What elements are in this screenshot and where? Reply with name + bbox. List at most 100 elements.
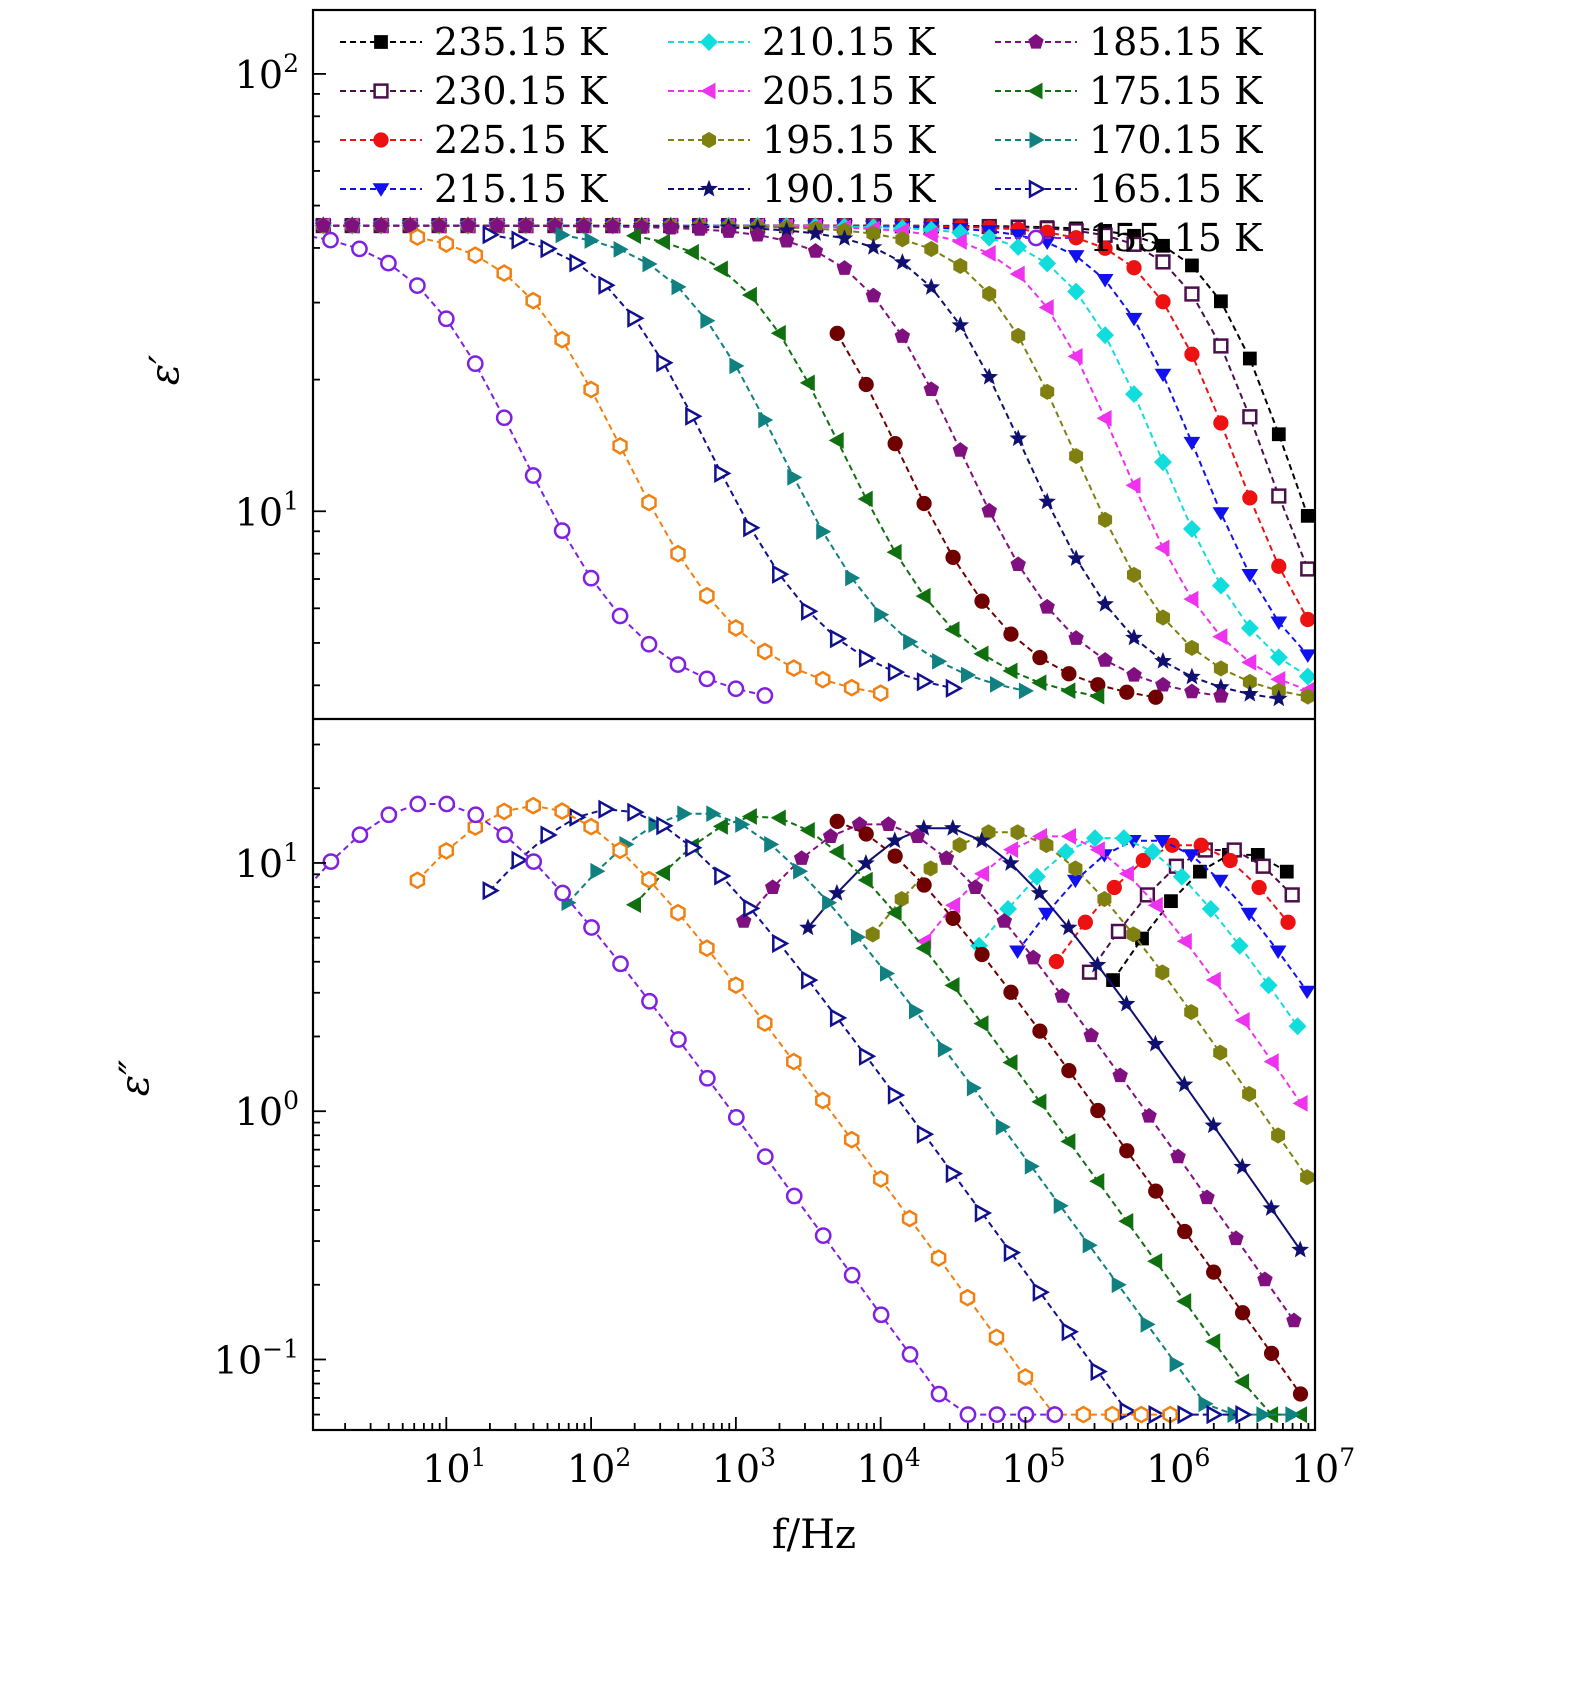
data-point <box>1089 687 1105 705</box>
data-point <box>1148 1183 1164 1199</box>
data-point <box>671 278 687 296</box>
data-point <box>1251 879 1267 896</box>
data-point <box>872 684 889 703</box>
epsilon-prime-panel <box>313 216 1315 707</box>
data-point <box>482 225 500 245</box>
data-point <box>315 217 331 233</box>
data-point <box>901 1209 918 1228</box>
data-point <box>1212 507 1230 521</box>
data-point <box>1212 628 1228 645</box>
data-point <box>1184 683 1200 699</box>
data-point <box>772 933 790 954</box>
series-line <box>836 820 1302 1395</box>
data-point <box>887 662 906 682</box>
data-point <box>612 841 628 860</box>
data-point <box>1119 1143 1135 1159</box>
data-point <box>858 648 877 668</box>
data-point <box>1059 918 1078 936</box>
data-point <box>757 642 773 661</box>
data-point <box>1090 1361 1108 1382</box>
data-point <box>1025 949 1041 965</box>
data-point <box>916 672 935 692</box>
data-point <box>466 355 484 373</box>
data-point <box>583 817 599 836</box>
data-point <box>799 374 815 392</box>
data-point <box>670 544 686 563</box>
data-point <box>663 219 679 235</box>
data-point <box>1009 237 1028 256</box>
data-point <box>1060 828 1076 845</box>
data-point <box>699 939 715 958</box>
data-point <box>944 621 960 638</box>
data-point <box>1143 842 1162 861</box>
data-point <box>930 1385 948 1403</box>
data-point <box>815 670 831 689</box>
data-point <box>402 217 418 233</box>
data-point <box>851 928 867 946</box>
data-point <box>677 805 693 823</box>
data-point <box>1038 492 1056 510</box>
series-eps-prime-170-15 <box>555 226 1034 700</box>
data-point <box>916 495 932 512</box>
data-point <box>1061 666 1077 682</box>
data-point <box>1147 896 1163 914</box>
data-point <box>778 232 795 248</box>
data-point <box>489 217 505 233</box>
data-point <box>903 633 919 651</box>
data-point <box>1242 351 1257 366</box>
data-point <box>793 850 810 865</box>
data-point <box>714 463 732 484</box>
data-point <box>974 1203 993 1223</box>
data-point <box>1284 887 1300 903</box>
data-point <box>922 278 941 295</box>
data-point <box>612 955 629 973</box>
data-point <box>1126 236 1142 252</box>
series-eps-prime-180-15 <box>829 325 1164 705</box>
series-eps-prime-175-15 <box>625 227 1105 705</box>
data-point <box>1182 519 1201 538</box>
data-point <box>1213 660 1228 677</box>
data-point <box>351 826 369 844</box>
data-point <box>1172 867 1191 886</box>
data-point <box>785 1187 803 1205</box>
data-point <box>1300 1169 1314 1186</box>
data-point <box>945 910 961 927</box>
data-point <box>409 228 426 247</box>
data-point <box>828 883 846 901</box>
data-point <box>1242 1085 1257 1102</box>
legend-label: 155.15 K <box>1089 216 1263 260</box>
data-point <box>916 877 932 893</box>
data-point <box>764 836 780 853</box>
data-point <box>1270 670 1286 688</box>
data-point <box>822 828 839 843</box>
series-line <box>1055 844 1289 963</box>
data-point <box>569 807 587 827</box>
data-point <box>1233 1157 1252 1175</box>
data-point <box>1184 1004 1199 1021</box>
data-point <box>1259 976 1278 995</box>
data-point <box>467 246 484 265</box>
data-point <box>835 229 854 246</box>
data-point <box>409 795 427 813</box>
x-tick-label: 106 <box>1146 1443 1210 1491</box>
data-point <box>496 264 512 283</box>
x-tick-label: 105 <box>1001 1443 1065 1491</box>
data-point <box>496 826 514 844</box>
epsilon-double-prime-panel <box>313 795 1315 1425</box>
legend-item: 235.15 K <box>340 20 608 64</box>
data-point <box>787 469 803 486</box>
data-point <box>1002 1054 1018 1071</box>
data-point <box>554 802 570 821</box>
data-point <box>583 919 600 936</box>
data-point <box>1199 1189 1215 1205</box>
legend-marker <box>1027 82 1043 100</box>
data-point <box>909 1002 925 1020</box>
data-point <box>909 828 926 843</box>
data-point <box>1068 860 1083 877</box>
legend-item: 155.15 K <box>995 216 1263 260</box>
series-line <box>323 224 1309 656</box>
data-point <box>583 380 599 399</box>
data-point <box>525 796 541 815</box>
x-tick-label: 101 <box>422 1443 486 1491</box>
data-point <box>1292 1386 1309 1402</box>
